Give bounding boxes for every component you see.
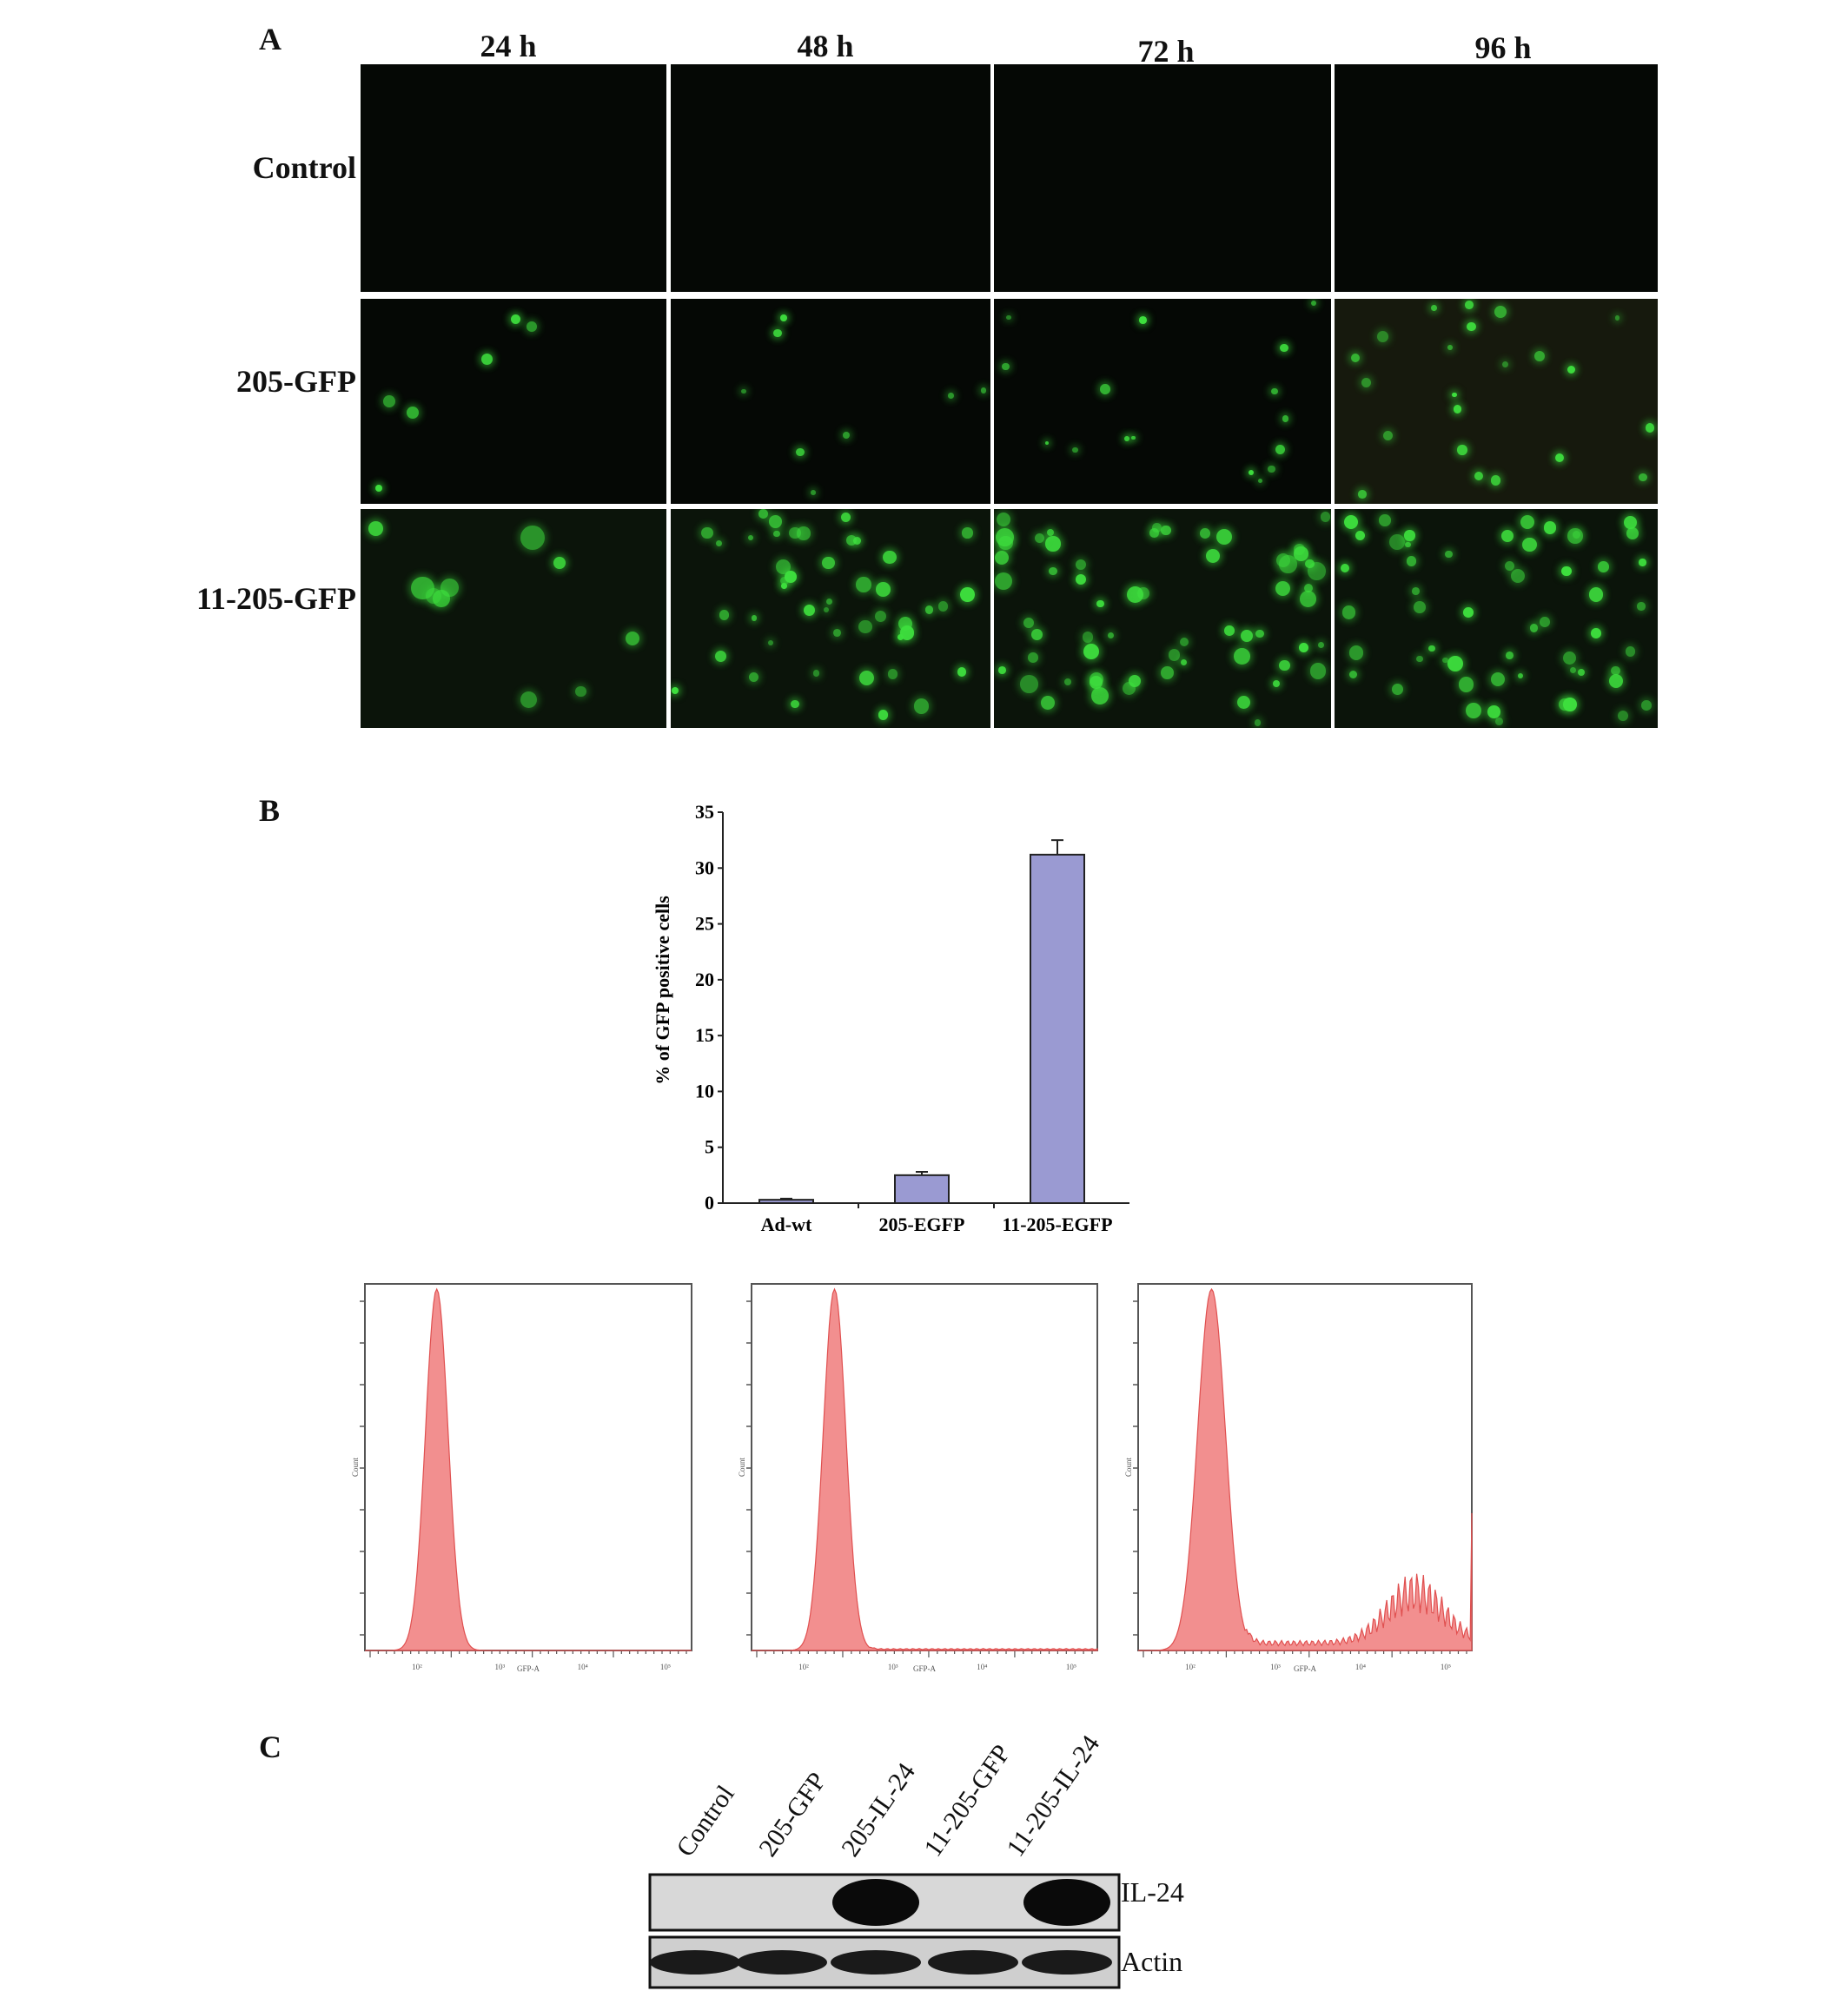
bar-chart-ytick-label: 10: [695, 1080, 714, 1101]
hist-xtick-label: 10⁵: [1066, 1663, 1076, 1671]
bar-chart-ytick-label: 20: [695, 969, 714, 990]
hist-xtick-label: 10³: [888, 1663, 898, 1671]
col-label-48h: 48 h: [797, 29, 854, 63]
hist-xtick-label: 10⁵: [660, 1663, 671, 1671]
lane-label-205-gfp: 205-GFP: [753, 1767, 832, 1862]
hist-xlabel: GFP-A: [517, 1664, 540, 1673]
western-blot: [648, 1873, 1121, 1989]
hist-xtick-label: 10⁴: [1355, 1663, 1366, 1671]
band-Actin-11-205-GFP: [928, 1950, 1018, 1974]
hist-xtick-label: 10³: [1270, 1663, 1281, 1671]
hist-area-11-205-EGFP: [1138, 1287, 1473, 1651]
row-label-205-gfp: 205-GFP: [236, 364, 356, 399]
micrograph-r0-c3: [1335, 64, 1658, 292]
hist-xlabel: GFP-A: [1294, 1664, 1317, 1673]
hist-xtick-label: 10³: [494, 1663, 505, 1671]
micrograph-r2-c2: [994, 509, 1331, 728]
bar-label-205-EGFP: 205-EGFP: [879, 1214, 965, 1235]
hist-frame: [751, 1283, 1098, 1651]
band-IL-24-11-205-IL-24: [1023, 1879, 1110, 1926]
row-label-11-205-gfp: 11-205-GFP: [196, 581, 356, 616]
band-Actin-205-IL-24: [831, 1950, 921, 1974]
gfp-bar-chart: % of GFP positive cells 0 5 10 15 20 25 30 35 A…: [652, 801, 1129, 1235]
hist-xtick-label: 10⁴: [578, 1663, 588, 1671]
col-label-72h: 72 h: [1137, 34, 1195, 69]
hist-xtick-label: 10²: [412, 1663, 422, 1671]
band-IL-24-205-IL-24: [832, 1879, 919, 1926]
hist-area-Ad-wt: [365, 1287, 692, 1651]
flow-histogram-205-egfp: 10² 10³ 10⁴ 10⁵ Count GFP-A: [738, 1283, 1098, 1673]
hist-ylabel: Count: [1124, 1458, 1133, 1478]
bar-chart-ytick-label: 5: [705, 1136, 714, 1158]
bar-chart-ytick-label: 0: [705, 1192, 714, 1214]
bar-chart-ytick-label: 15: [695, 1024, 714, 1046]
micrograph-r1-c3: [1335, 299, 1658, 504]
band-Actin-Control: [650, 1950, 740, 1974]
bar-chart-bars: [758, 839, 1085, 1205]
flow-histogram-11-205-egfp: 10² 10³ 10⁴ 10⁵ Count GFP-A: [1124, 1283, 1473, 1673]
col-label-24h: 24 h: [480, 29, 537, 63]
bar-label-Ad-wt: Ad-wt: [761, 1214, 812, 1235]
panel-a-letter: A: [259, 22, 282, 56]
micrograph-r0-c0: [361, 64, 666, 292]
flow-histogram-ad-wt: 10² 10³ 10⁴ 10⁵ Count GFP-A: [351, 1283, 692, 1673]
bar-chart-ylabel: % of GFP positive cells: [652, 896, 673, 1085]
panel-b-letter: B: [259, 793, 281, 828]
micrograph-r2-c0: [361, 509, 666, 728]
bar-11-205-EGFP: [1030, 853, 1085, 1204]
bar-label-11-205-EGFP: 11-205-EGFP: [1002, 1214, 1112, 1235]
micrograph-r2-c1: [671, 509, 990, 728]
micrograph-r1-c1: [671, 299, 990, 504]
micrograph-r0-c2: [994, 64, 1331, 292]
blot-band-label-il24: IL-24: [1121, 1876, 1184, 1908]
micrograph-r0-c1: [671, 64, 990, 292]
hist-xtick-label: 10²: [798, 1663, 809, 1671]
lane-label-control: Control: [671, 1780, 740, 1862]
bar-chart-ytick-label: 25: [695, 913, 714, 935]
hist-xtick-label: 10²: [1185, 1663, 1196, 1671]
hist-xtick-label: 10⁴: [977, 1663, 987, 1671]
bar-205-EGFP: [894, 1174, 950, 1205]
row-label-control: Control: [252, 150, 356, 185]
hist-ylabel: Count: [738, 1458, 746, 1478]
lane-label-205-il-24: 205-IL-24: [836, 1757, 921, 1862]
hist-area-205-EGFP: [752, 1287, 1098, 1651]
micrograph-r2-c3: [1335, 509, 1658, 728]
bar-chart-xlabels: Ad-wt 205-EGFP 11-205-EGFP: [761, 1203, 1113, 1235]
lane-label-11-205-il-24: 11-205-IL-24: [1001, 1730, 1106, 1862]
hist-xtick-label: 10⁵: [1441, 1663, 1451, 1671]
micrograph-r1-c0: [361, 299, 666, 504]
bar-chart-ytick-label: 35: [695, 801, 714, 823]
bar-chart-yticks: 0 5 10 15 20 25 30 35: [695, 801, 723, 1214]
band-Actin-205-GFP: [737, 1950, 827, 1974]
band-Actin-11-205-IL-24: [1022, 1950, 1112, 1974]
col-label-96h: 96 h: [1474, 30, 1532, 65]
hist-frame: [364, 1283, 692, 1651]
hist-ylabel: Count: [351, 1458, 360, 1478]
panel-c-letter: C: [259, 1730, 282, 1764]
micrograph-r1-c2: [994, 299, 1331, 504]
bar-chart-ytick-label: 30: [695, 857, 714, 878]
blot-band-label-actin: Actin: [1121, 1946, 1183, 1977]
hist-xlabel: GFP-A: [913, 1664, 937, 1673]
bar-Ad-wt: [758, 1199, 814, 1204]
